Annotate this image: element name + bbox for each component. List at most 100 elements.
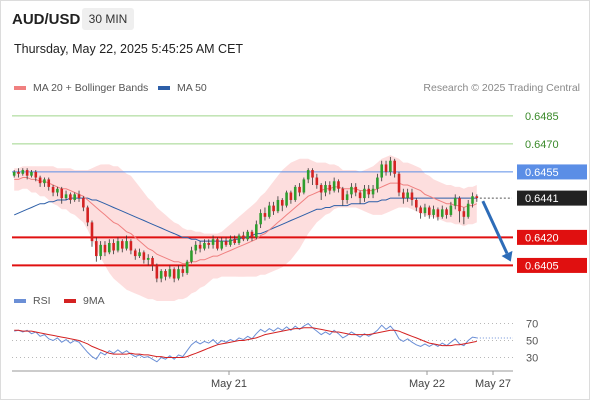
candle-body <box>315 177 319 186</box>
candle-body <box>237 235 241 243</box>
candle-body <box>103 244 107 253</box>
candle-body <box>43 179 46 184</box>
candle-body <box>436 209 440 217</box>
copyright-text: Research © 2025 Trading Central <box>423 82 580 94</box>
candle-body <box>445 209 448 215</box>
candle-body <box>56 188 59 193</box>
level-tag-bg-0.6455 <box>517 164 587 180</box>
candle-body <box>293 186 297 200</box>
candle-body <box>233 239 236 243</box>
candle-body <box>471 196 474 204</box>
candle-body <box>466 203 470 217</box>
candle-body <box>138 252 141 257</box>
ma50-line <box>14 197 477 242</box>
candle-body <box>116 241 120 251</box>
candle-body <box>47 179 51 187</box>
candle-body <box>242 235 245 240</box>
candle-body <box>458 198 461 212</box>
ma9-swatch <box>64 299 76 303</box>
candle-body <box>73 194 76 200</box>
forecast-arrow-shaft <box>481 200 509 255</box>
candle-body <box>82 198 85 208</box>
candle-body <box>255 224 258 238</box>
candle-body <box>107 242 111 253</box>
level-tag-bg-0.6441 <box>517 190 587 206</box>
candle-body <box>194 244 198 251</box>
candle-body <box>358 192 362 199</box>
candle-body <box>280 199 284 206</box>
candle-body <box>363 188 366 199</box>
candle-body <box>224 241 228 245</box>
candle-body <box>371 188 375 195</box>
x-tick-label: May 21 <box>211 378 247 390</box>
candle-body <box>427 207 431 215</box>
candle-body <box>389 160 392 172</box>
candle-body <box>60 188 64 199</box>
candle-body <box>77 194 81 199</box>
level-label-0.6455: 0.6455 <box>525 167 559 179</box>
legend-9ma: 9MA <box>64 295 105 307</box>
candle-body <box>64 194 68 199</box>
candle-body <box>34 171 38 178</box>
candle-body <box>345 194 349 200</box>
candle-body <box>133 250 137 257</box>
candle-body <box>38 177 42 184</box>
candle-body <box>272 205 275 212</box>
candle-body <box>172 269 176 279</box>
candle-body <box>432 209 435 215</box>
candle-body <box>90 222 94 242</box>
candle-body <box>410 192 414 200</box>
rsi-tick-30: 30 <box>526 353 538 365</box>
level-tag-bg-0.6405 <box>517 257 587 273</box>
candle-body <box>267 205 271 217</box>
candle-body <box>376 177 379 189</box>
candle-body <box>302 179 306 193</box>
candle-body <box>263 213 267 217</box>
ma20-swatch <box>14 86 26 90</box>
candle-body <box>181 269 185 273</box>
level-label-0.6470: 0.6470 <box>525 139 559 151</box>
legend-rsi: RSI <box>14 295 51 307</box>
candle-body <box>475 196 479 199</box>
bollinger-band <box>14 155 477 301</box>
rsi-tick-70: 70 <box>526 319 538 331</box>
candle-body <box>384 164 388 172</box>
candle-body <box>462 211 466 217</box>
candle-body <box>419 207 422 214</box>
candle-body <box>30 171 33 176</box>
candle-body <box>341 188 345 200</box>
level-tag-bg-0.6420 <box>517 229 587 245</box>
x-tick-label: May 27 <box>475 378 511 390</box>
candle-body <box>51 186 55 193</box>
chart-header: AUD/USD 30 MIN <box>1 1 589 37</box>
candle-body <box>21 170 25 174</box>
candle-body <box>402 192 405 199</box>
candle-body <box>453 198 457 206</box>
candle-body <box>406 192 409 199</box>
rsi-tick-50: 50 <box>526 336 538 348</box>
legend-ma20: MA 20 + Bollinger Bands <box>14 82 148 94</box>
rsi-9ma-line <box>14 327 477 358</box>
level-label-0.6485: 0.6485 <box>525 111 559 123</box>
candle-body <box>306 170 310 180</box>
candle-body <box>350 186 353 195</box>
level-label-0.6405: 0.6405 <box>525 260 559 272</box>
legend-rsi-label: RSI <box>33 295 51 307</box>
candle-body <box>415 199 418 208</box>
candle-body <box>112 242 115 251</box>
candle-body <box>289 192 293 200</box>
candle-body <box>328 185 332 191</box>
candle-body <box>332 181 336 191</box>
candle-body <box>337 181 340 189</box>
legend-ma20-label: MA 20 + Bollinger Bands <box>33 82 149 94</box>
candle-body <box>440 209 444 217</box>
candle-body <box>190 250 193 262</box>
candle-body <box>211 239 215 245</box>
timeframe-badge[interactable]: 30 MIN <box>82 8 134 30</box>
candle-body <box>159 271 163 279</box>
candle-body <box>380 164 384 178</box>
candle-body <box>319 185 323 193</box>
candle-body <box>120 241 124 249</box>
